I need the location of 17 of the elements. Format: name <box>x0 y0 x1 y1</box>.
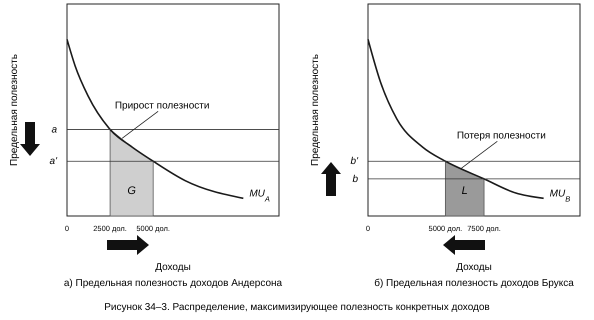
x-axis-title: Доходы <box>456 262 492 273</box>
series-label: G <box>127 185 136 197</box>
series-label: MU$_{A}$ <box>249 188 270 203</box>
text: а) Предельная полезность доходов Андерсона <box>64 278 283 289</box>
text: Рисунок 34–3. Распределение, максимизирующее полезность конкретных доходов <box>104 302 490 313</box>
ref-line-label: b <box>352 174 358 185</box>
x-axis-title: Доходы <box>155 262 191 273</box>
annotation: Прирост полезности <box>114 100 210 112</box>
series-label: MU$_{B}$ <box>550 188 570 203</box>
text: б) Предельная полезность доходов Брукса <box>374 278 574 289</box>
annotation: Потеря полезности <box>456 130 546 142</box>
ref-line-label: a <box>51 124 58 136</box>
y-axis-title: Предельная полезность <box>310 54 321 166</box>
series-label: L <box>462 185 468 197</box>
ref-line-label: a' <box>50 156 58 168</box>
y-axis-title: Предельная полезность <box>9 54 20 166</box>
ref-line-label: b' <box>350 156 360 168</box>
